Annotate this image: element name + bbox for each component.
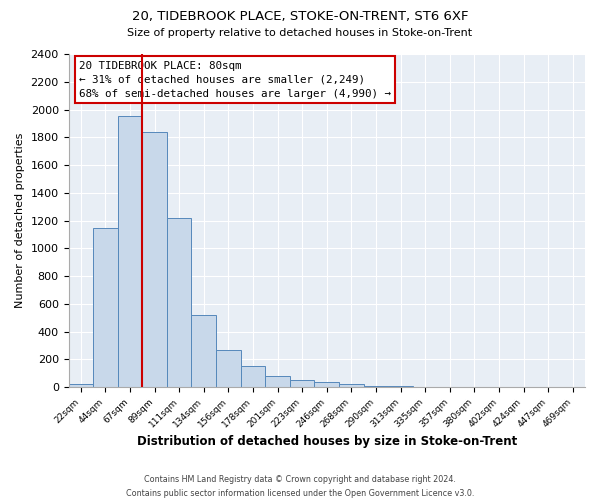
Bar [265, 376, 290, 387]
X-axis label: Distribution of detached houses by size in Stoke-on-Trent: Distribution of detached houses by size … [137, 434, 517, 448]
Bar [388, 386, 413, 387]
Text: Contains HM Land Registry data © Crown copyright and database right 2024.
Contai: Contains HM Land Registry data © Crown c… [126, 476, 474, 498]
Bar [68, 384, 93, 387]
Bar [241, 366, 265, 387]
Bar [216, 350, 241, 387]
Bar [314, 382, 339, 387]
Bar [339, 384, 364, 387]
Bar [290, 380, 314, 387]
Bar [364, 386, 388, 387]
Bar [191, 315, 216, 387]
Text: 20 TIDEBROOK PLACE: 80sqm
← 31% of detached houses are smaller (2,249)
68% of se: 20 TIDEBROOK PLACE: 80sqm ← 31% of detac… [79, 60, 391, 98]
Bar [118, 116, 142, 387]
Text: 20, TIDEBROOK PLACE, STOKE-ON-TRENT, ST6 6XF: 20, TIDEBROOK PLACE, STOKE-ON-TRENT, ST6… [132, 10, 468, 23]
Text: Size of property relative to detached houses in Stoke-on-Trent: Size of property relative to detached ho… [127, 28, 473, 38]
Bar [167, 218, 191, 387]
Bar [93, 228, 118, 387]
Y-axis label: Number of detached properties: Number of detached properties [15, 133, 25, 308]
Bar [142, 132, 167, 387]
